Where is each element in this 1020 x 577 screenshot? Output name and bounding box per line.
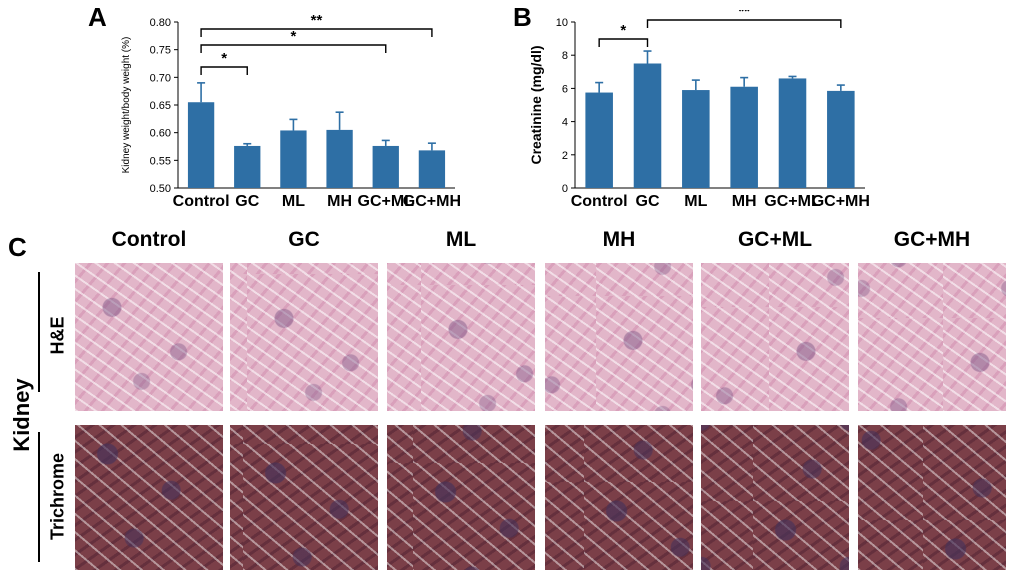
y-tick-label: 0.80 — [150, 17, 171, 29]
column-header: Control — [111, 228, 187, 251]
y-tick-label: 0.65 — [150, 100, 171, 112]
y-tick-label: 0.60 — [150, 128, 171, 140]
bar-ML — [280, 130, 307, 188]
trichrome-stain-image — [545, 425, 693, 570]
significance-marker: * — [620, 22, 626, 39]
row-group-label-kidney: Kidney — [9, 378, 34, 452]
x-tick-label: ML — [282, 193, 305, 210]
y-axis-title: Creatinine (mg/dl) — [528, 45, 544, 164]
row-label-he: H&E — [47, 316, 68, 355]
x-tick-label: MH — [732, 193, 757, 210]
bar-GC+ML — [778, 78, 807, 188]
y-tick-label: 0 — [562, 183, 568, 195]
x-tick-label: Control — [173, 193, 230, 210]
panel-label-a: A — [88, 2, 107, 32]
y-axis-title: Kidney weight/body weight (%) — [121, 37, 132, 174]
bar-GC — [633, 63, 662, 188]
trichrome-stain-image — [387, 425, 535, 570]
y-tick-label: 6 — [562, 83, 568, 95]
x-tick-label: GC — [636, 193, 660, 210]
he-stain-image — [75, 263, 223, 411]
he-stain-image — [230, 263, 378, 411]
x-tick-label: MH — [327, 193, 352, 210]
y-tick-label: 0.75 — [150, 45, 171, 57]
bar-ML — [682, 90, 710, 188]
row-group-divider-top — [38, 272, 40, 392]
he-stain-image — [387, 263, 535, 411]
column-header: GC — [288, 228, 320, 251]
bar-Control — [187, 102, 215, 188]
significance-marker: * — [290, 28, 296, 45]
bar-GC+MH — [418, 150, 446, 188]
y-tick-label: 0.55 — [150, 155, 171, 167]
trichrome-stain-image — [701, 425, 849, 570]
x-tick-label: ML — [684, 193, 707, 210]
y-tick-label: 10 — [556, 17, 568, 29]
chart-creatinine: 0 2 4 6 8 10 Creatinine (mg/dl) Control GC ML MH GC… — [528, 10, 870, 210]
trichrome-stain-image — [75, 425, 223, 570]
column-header: ML — [445, 228, 477, 251]
chart-kidney-weight: 0.50 0.55 0.60 0.65 0.70 0.75 0.80 Kidney weigh… — [121, 12, 461, 210]
bar-Control — [585, 92, 613, 188]
x-tick-label: GC+MH — [812, 193, 870, 210]
he-stain-image — [545, 263, 693, 411]
bar-GC+ML — [372, 145, 399, 188]
y-tick-label: 0.50 — [150, 183, 171, 195]
bar-MH — [730, 86, 758, 188]
y-tick-label: 4 — [562, 117, 568, 129]
significance-bracket — [200, 28, 433, 37]
column-header: MH — [602, 228, 636, 251]
panel-label-b: B — [513, 2, 532, 32]
row-group-divider-bottom — [38, 432, 40, 562]
bar-GC+MH — [827, 90, 855, 188]
row-label-trichrome: Trichrome — [47, 452, 68, 541]
significance-marker: * — [221, 50, 227, 67]
bar-MH — [326, 129, 353, 188]
x-tick-label: GC+ML — [358, 193, 415, 210]
y-tick-label: 8 — [562, 50, 568, 62]
significance-bracket — [646, 19, 842, 28]
he-stain-image — [858, 263, 1006, 411]
x-tick-label: GC+MH — [403, 193, 461, 210]
significance-bracket — [598, 38, 649, 47]
y-tick-label: 0.70 — [150, 72, 171, 84]
x-tick-label: Control — [571, 193, 628, 210]
y-tick-label: 2 — [562, 150, 568, 162]
x-tick-label: GC+ML — [764, 193, 821, 210]
bar-GC — [234, 145, 261, 188]
significance-bracket — [200, 44, 387, 53]
he-stain-image — [701, 263, 849, 411]
significance-marker: ** — [311, 12, 323, 29]
x-tick-label: GC — [235, 193, 259, 210]
panel-label-c: C — [8, 232, 27, 262]
column-header: GC+MH — [893, 228, 971, 251]
significance-marker: ** — [738, 10, 750, 20]
column-header: GC+ML — [737, 228, 813, 251]
trichrome-stain-image — [858, 425, 1006, 570]
significance-bracket — [200, 66, 248, 75]
trichrome-stain-image — [230, 425, 378, 570]
